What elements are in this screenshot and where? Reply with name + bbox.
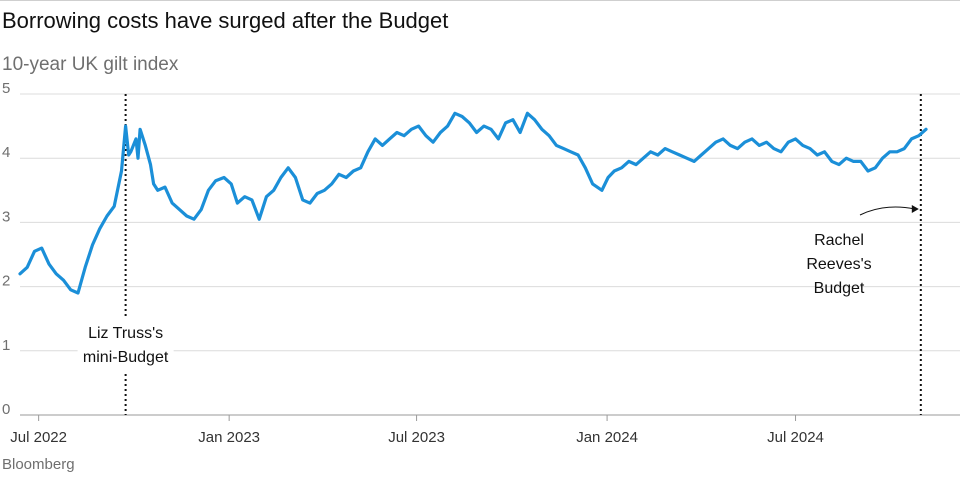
x-axis-ticks: Jul 2022 Jan 2023 Jul 2023 Jan 2024 Jul 2024 <box>10 415 824 446</box>
gridlines <box>20 93 960 416</box>
annotation-backdrop <box>77 318 174 374</box>
series-group <box>18 111 928 295</box>
y-tick-label: 3 <box>2 208 10 225</box>
series-line <box>18 111 928 295</box>
annotation-reeves-line: Reeves's <box>806 256 871 273</box>
annotation-reeves-line: Rachel <box>814 232 864 249</box>
chart-title: Borrowing costs have surged after the Bu… <box>2 8 449 33</box>
x-tick-label: Jan 2024 <box>576 429 638 446</box>
annotation-reeves-line: Budget <box>814 280 865 297</box>
annotation-truss-line: Liz Truss's <box>88 325 163 342</box>
x-tick-label: Jan 2023 <box>198 429 260 446</box>
x-tick-label: Jul 2023 <box>388 429 445 446</box>
y-tick-label: 4 <box>2 144 10 161</box>
chart-subtitle: 10-year UK gilt index <box>2 54 179 75</box>
annotation-arrow <box>859 206 915 216</box>
y-tick-label: 5 <box>2 80 10 97</box>
y-axis-ticks: 0 1 2 3 4 5 <box>2 80 10 418</box>
source-label: Bloomberg <box>2 456 75 473</box>
event-markers <box>124 94 922 415</box>
y-tick-label: 2 <box>2 273 10 290</box>
y-tick-label: 0 <box>2 401 10 418</box>
x-tick-label: Jul 2022 <box>10 429 67 446</box>
y-tick-label: 1 <box>2 337 10 354</box>
x-tick-label: Jul 2024 <box>767 429 824 446</box>
annotation-arrowhead <box>911 205 919 213</box>
annotations: Liz Truss's mini-Budget Rachel Reeves's Budg… <box>77 205 919 374</box>
top-rule <box>0 0 960 1</box>
annotation-truss-line: mini-Budget <box>83 349 169 366</box>
